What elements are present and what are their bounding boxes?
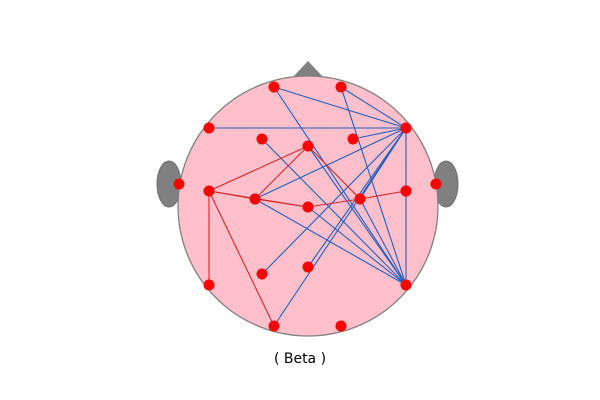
- negative-connection-e2-e5: [340, 86, 407, 129]
- negative-connection-e14-e18: [359, 198, 407, 286]
- negative-connection-e12-e18: [254, 198, 407, 286]
- electrode-e8: [173, 178, 185, 190]
- negative-connection-e5-e16: [261, 127, 407, 275]
- negative-connection-e1-e5: [273, 86, 407, 129]
- electrode-e15: [400, 185, 412, 197]
- negative-connection-e13-e18: [307, 206, 407, 286]
- electrode-e21: [335, 320, 347, 332]
- electrode-e18: [400, 279, 412, 291]
- negative-connection-e6-e18: [307, 145, 407, 286]
- negative-connection-e7-e5: [352, 127, 407, 140]
- positive-connection-e6-e14: [307, 145, 361, 200]
- electrode-nodes: [173, 81, 442, 332]
- nose-shape: [292, 61, 324, 78]
- electrode-e4: [256, 133, 268, 145]
- positive-connection-e14-e15: [359, 190, 407, 200]
- electrode-e12: [249, 193, 261, 205]
- electrode-e14: [354, 193, 366, 205]
- negative-connection-e1-e18: [273, 86, 407, 286]
- electrode-e5: [400, 122, 412, 134]
- electrode-e6: [302, 140, 314, 152]
- negative-connection-e4-e18: [261, 138, 407, 286]
- electrode-e13: [302, 201, 314, 213]
- positive-connection-e12-e13: [254, 198, 309, 208]
- positive-connection-e6-e12: [254, 145, 309, 200]
- negative-connection-e2-e18: [340, 86, 407, 286]
- positive-connection-e11-e6: [208, 145, 309, 192]
- head-outline-group: [156, 61, 459, 337]
- electrode-e17: [302, 261, 314, 273]
- electrode-e11: [203, 185, 215, 197]
- electrode-e9: [430, 178, 442, 190]
- negative-connection-e5-e12: [254, 127, 407, 200]
- electrode-e20: [268, 320, 280, 332]
- positive-connection-e11-e20: [208, 190, 275, 327]
- electrode-e3: [203, 122, 215, 134]
- positive-connection-e13-e14: [307, 198, 361, 208]
- band-caption: ( Beta ): [273, 351, 327, 367]
- electrode-e16: [256, 268, 268, 280]
- electrode-e1: [268, 81, 280, 93]
- electrode-e2: [335, 81, 347, 93]
- electrode-e19: [203, 279, 215, 291]
- negative-connection-e5-e20: [273, 127, 407, 327]
- electrode-e7: [347, 133, 359, 145]
- connection-lines: [208, 86, 407, 327]
